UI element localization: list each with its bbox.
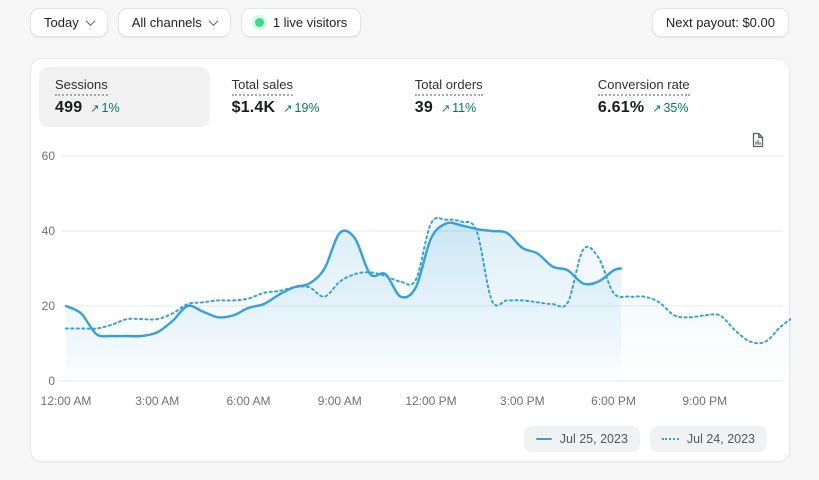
metric-value: $1.4K (231, 99, 276, 116)
metric-delta: ↗ 35% (652, 101, 689, 115)
legend-item-jul-25[interactable]: Jul 25, 2023 (523, 426, 640, 452)
x-tick-label: 3:00 AM (135, 394, 179, 408)
metric-title: Sessions (55, 77, 194, 96)
next-payout-label: Next payout: $0.00 (665, 15, 775, 30)
legend-label: Jul 25, 2023 (559, 432, 628, 446)
x-tick-label: 9:00 PM (682, 394, 727, 408)
up-arrow-icon: ↗ (440, 103, 451, 115)
metric-tab-total-orders[interactable]: Total orders 39 ↗ 11% (414, 67, 598, 127)
metric-value: 499 (55, 99, 83, 116)
x-tick-label: 6:00 AM (226, 394, 270, 408)
metric-tab-sessions[interactable]: Sessions 499 ↗ 1% (39, 67, 210, 127)
x-tick-label: 3:00 PM (500, 394, 545, 408)
metric-value: 6.61% (597, 99, 645, 116)
metrics-row: Sessions 499 ↗ 1% Total sales $1.4K ↗ 19% … (31, 59, 789, 135)
chevron-down-icon (85, 16, 96, 27)
series-line-dotted (65, 217, 791, 345)
metric-title: Total sales (231, 77, 415, 96)
live-indicator-dot-icon (254, 18, 264, 27)
y-tick-label: 20 (42, 299, 56, 313)
date-range-label: Today (44, 15, 79, 30)
y-tick-label: 40 (42, 224, 56, 238)
metric-title: Total orders (414, 77, 598, 96)
live-visitors-label: 1 live visitors (272, 15, 348, 30)
metric-delta: ↗ 19% (283, 101, 320, 115)
metric-tab-total-sales[interactable]: Total sales $1.4K ↗ 19% (231, 67, 415, 127)
sessions-chart[interactable]: 0 20 40 60 12:00 AM 3:00 AM 6:00 AM 9:00 AM 12:0… (31, 139, 791, 424)
topbar: Today All channels 1 live visitors Next … (30, 8, 789, 37)
channels-label: All channels (131, 15, 202, 30)
metric-delta: ↗ 11% (440, 101, 477, 115)
metric-delta: ↗ 1% (90, 101, 120, 115)
metric-tab-conversion-rate[interactable]: Conversion rate 6.61% ↗ 35% (597, 67, 781, 127)
y-tick-label: 0 (48, 374, 55, 388)
metric-value: 39 (414, 99, 433, 116)
up-arrow-icon: ↗ (283, 103, 293, 115)
dotted-line-swatch-icon (661, 438, 679, 440)
date-range-button[interactable]: Today (30, 8, 108, 37)
area-fill-solid (66, 222, 622, 381)
solid-line-swatch-icon (535, 437, 552, 441)
x-tick-label: 12:00 AM (41, 394, 92, 408)
chart-legend: Jul 25, 2023 Jul 24, 2023 (523, 426, 767, 452)
legend-label: Jul 24, 2023 (686, 432, 755, 446)
analytics-card: Sessions 499 ↗ 1% Total sales $1.4K ↗ 19% … (30, 58, 791, 462)
channels-button[interactable]: All channels (117, 8, 231, 37)
x-tick-label: 12:00 PM (405, 394, 456, 408)
x-tick-label: 6:00 PM (591, 394, 636, 408)
series-line-solid (64, 221, 623, 338)
up-arrow-icon: ↗ (90, 103, 100, 115)
metric-title: Conversion rate (597, 77, 781, 96)
x-tick-label: 9:00 AM (318, 394, 362, 408)
up-arrow-icon: ↗ (652, 103, 662, 115)
export-report-icon[interactable] (747, 129, 769, 151)
next-payout-button[interactable]: Next payout: $0.00 (651, 8, 789, 37)
chevron-down-icon (208, 16, 219, 27)
y-tick-label: 60 (42, 149, 56, 163)
live-visitors-button[interactable]: 1 live visitors (240, 8, 362, 37)
legend-item-jul-24[interactable]: Jul 24, 2023 (649, 426, 767, 452)
